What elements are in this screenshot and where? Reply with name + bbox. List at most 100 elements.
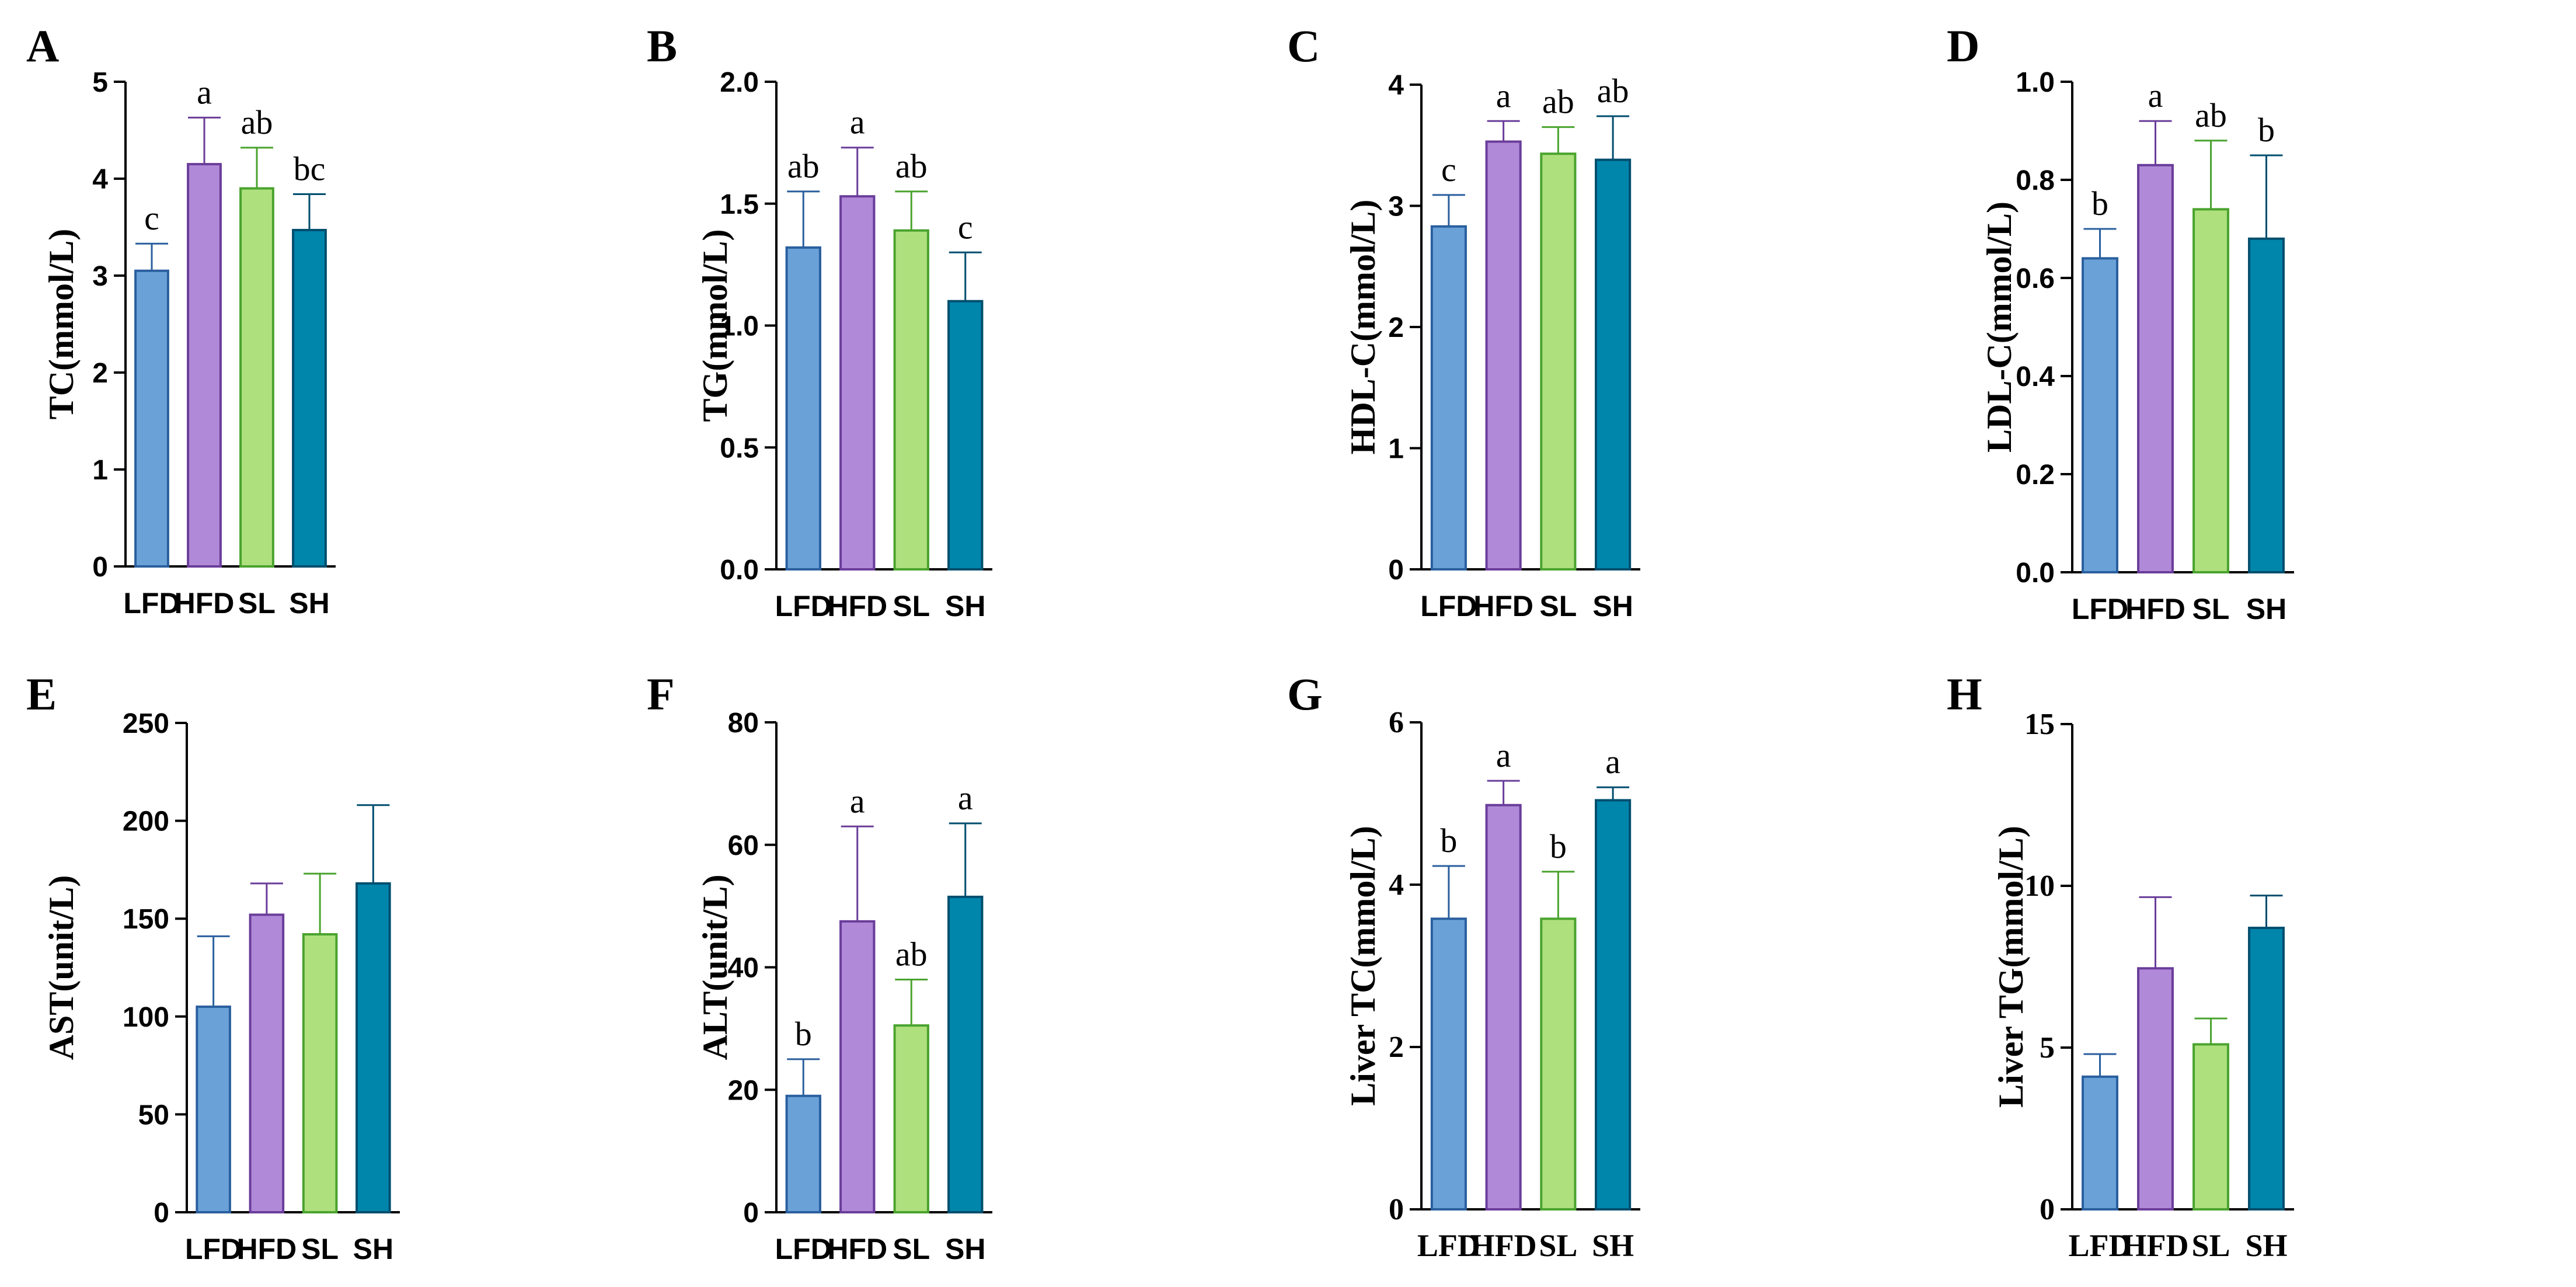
x-tick-label: SH [2246,593,2286,625]
y-tick-label: 1 [92,455,108,486]
significance-label: b [1440,822,1457,860]
x-tick-label: SH [289,587,329,620]
significance-label: b [2258,111,2275,149]
significance-label: a [850,782,865,820]
significance-label: c [958,208,973,246]
significance-label: c [144,199,159,237]
y-tick-label: 0.8 [2016,165,2055,196]
y-tick-label: 0 [92,552,108,583]
y-tick-label: 60 [728,830,759,861]
significance-label: ab [895,147,928,185]
y-tick-label: 1.0 [2016,67,2055,98]
y-tick-label: 4 [1388,70,1404,101]
x-tick-label: HFD [1470,1228,1537,1263]
panel-letter: B [647,20,677,71]
bar-sh [2248,237,2285,573]
significance-label: ab [1597,72,1629,110]
y-axis-label: Liver TC(mmol/L) [1344,826,1382,1105]
bar-hfd [839,195,876,571]
significance-label: c [1441,151,1456,189]
bar-sl [2192,208,2229,573]
x-tick-label: LFD [2069,1228,2132,1263]
x-tick-label: SH [353,1233,393,1265]
bar-sh [1595,799,1632,1211]
bar-lfd [1430,917,1467,1211]
y-tick-label: 3 [92,261,108,292]
panel-letter: F [647,669,675,719]
significance-label: ab [241,103,273,141]
bar-sl [893,229,929,571]
y-tick-label: 10 [2024,869,2055,903]
y-tick-label: 250 [123,708,169,739]
y-tick-label: 15 [2024,708,2055,741]
y-tick-label: 0.5 [720,433,759,464]
panel-d: D LDL-C(mmol/L) 0.0 0.2 0.4 0.6 0.8 1.0 b LFD a HFD… [1947,20,2294,625]
bar-hfd [1485,803,1522,1211]
significance-label: a [197,73,212,111]
y-tick-label: 0.2 [2016,460,2055,491]
y-tick-label: 0 [1388,555,1404,586]
bar-sh [947,895,984,1214]
y-axis-label: LDL-C(mmol/L) [1980,201,2019,453]
y-tick-label: 4 [1389,868,1404,902]
x-tick-label: HFD [236,1233,297,1265]
bar-hfd [249,913,285,1213]
y-tick-label: 150 [123,904,169,935]
bar-lfd [1430,225,1467,571]
x-tick-label: SL [238,587,276,620]
panel-g: G Liver TC(mmol/L) 0 2 4 6 b LFD a HFD b SL a SH [1287,669,1640,1263]
panel-letter: E [26,669,57,719]
y-tick-label: 4 [92,164,108,195]
bar-lfd [2082,1075,2118,1211]
significance-label: a [1496,736,1511,774]
bar-sl [2192,1043,2229,1211]
y-tick-label: 2 [92,358,108,389]
significance-label: ab [2195,96,2227,134]
panel-a: A TC(mmol/L) 0 1 2 3 4 5 c LFD a HFD ab SL bc SH [26,20,336,620]
x-tick-label: HFD [175,587,235,620]
bar-sh [947,300,984,571]
y-tick-label: 2.0 [720,67,759,98]
x-tick-label: LFD [1417,1228,1480,1263]
significance-label: ab [787,147,820,185]
bar-sh [292,228,327,568]
x-tick-label: SH [945,1233,985,1265]
bar-sh [355,882,391,1213]
y-tick-label: 1.0 [720,311,759,342]
bar-sl [893,1024,929,1213]
y-tick-label: 2 [1389,1031,1404,1064]
x-tick-label: LFD [775,590,832,622]
x-tick-label: LFD [185,1233,242,1265]
y-tick-label: 40 [728,953,759,984]
y-tick-label: 2 [1388,312,1404,343]
y-axis-label: TC(mmol/L) [42,229,81,420]
panel-letter: A [26,20,59,71]
bar-lfd [134,269,169,568]
bar-lfd [196,1006,231,1214]
significance-label: b [1550,827,1567,865]
bar-hfd [187,163,222,568]
significance-label: b [795,1015,812,1053]
y-tick-label: 1.5 [720,189,759,220]
y-tick-label: 200 [123,806,169,837]
bar-sl [239,187,274,568]
y-axis-label: HDL-C(mmol/L) [1344,200,1382,455]
significance-label: a [958,779,973,817]
x-tick-label: HFD [2122,1228,2189,1263]
significance-label: ab [895,935,928,973]
panel-letter: G [1287,669,1323,719]
x-tick-label: HFD [827,590,887,622]
bar-sl [302,933,338,1213]
y-tick-label: 0.4 [2016,361,2055,392]
bar-hfd [1485,140,1522,571]
y-tick-label: 0.6 [2016,263,2055,294]
y-tick-label: 0 [743,1198,759,1229]
y-tick-label: 5 [2040,1031,2055,1065]
x-tick-label: SL [1539,590,1577,622]
bar-hfd [839,920,876,1213]
bar-hfd [2137,967,2174,1211]
x-tick-label: SL [2191,1228,2230,1263]
y-axis-label: ALT(unit/L) [696,875,734,1060]
